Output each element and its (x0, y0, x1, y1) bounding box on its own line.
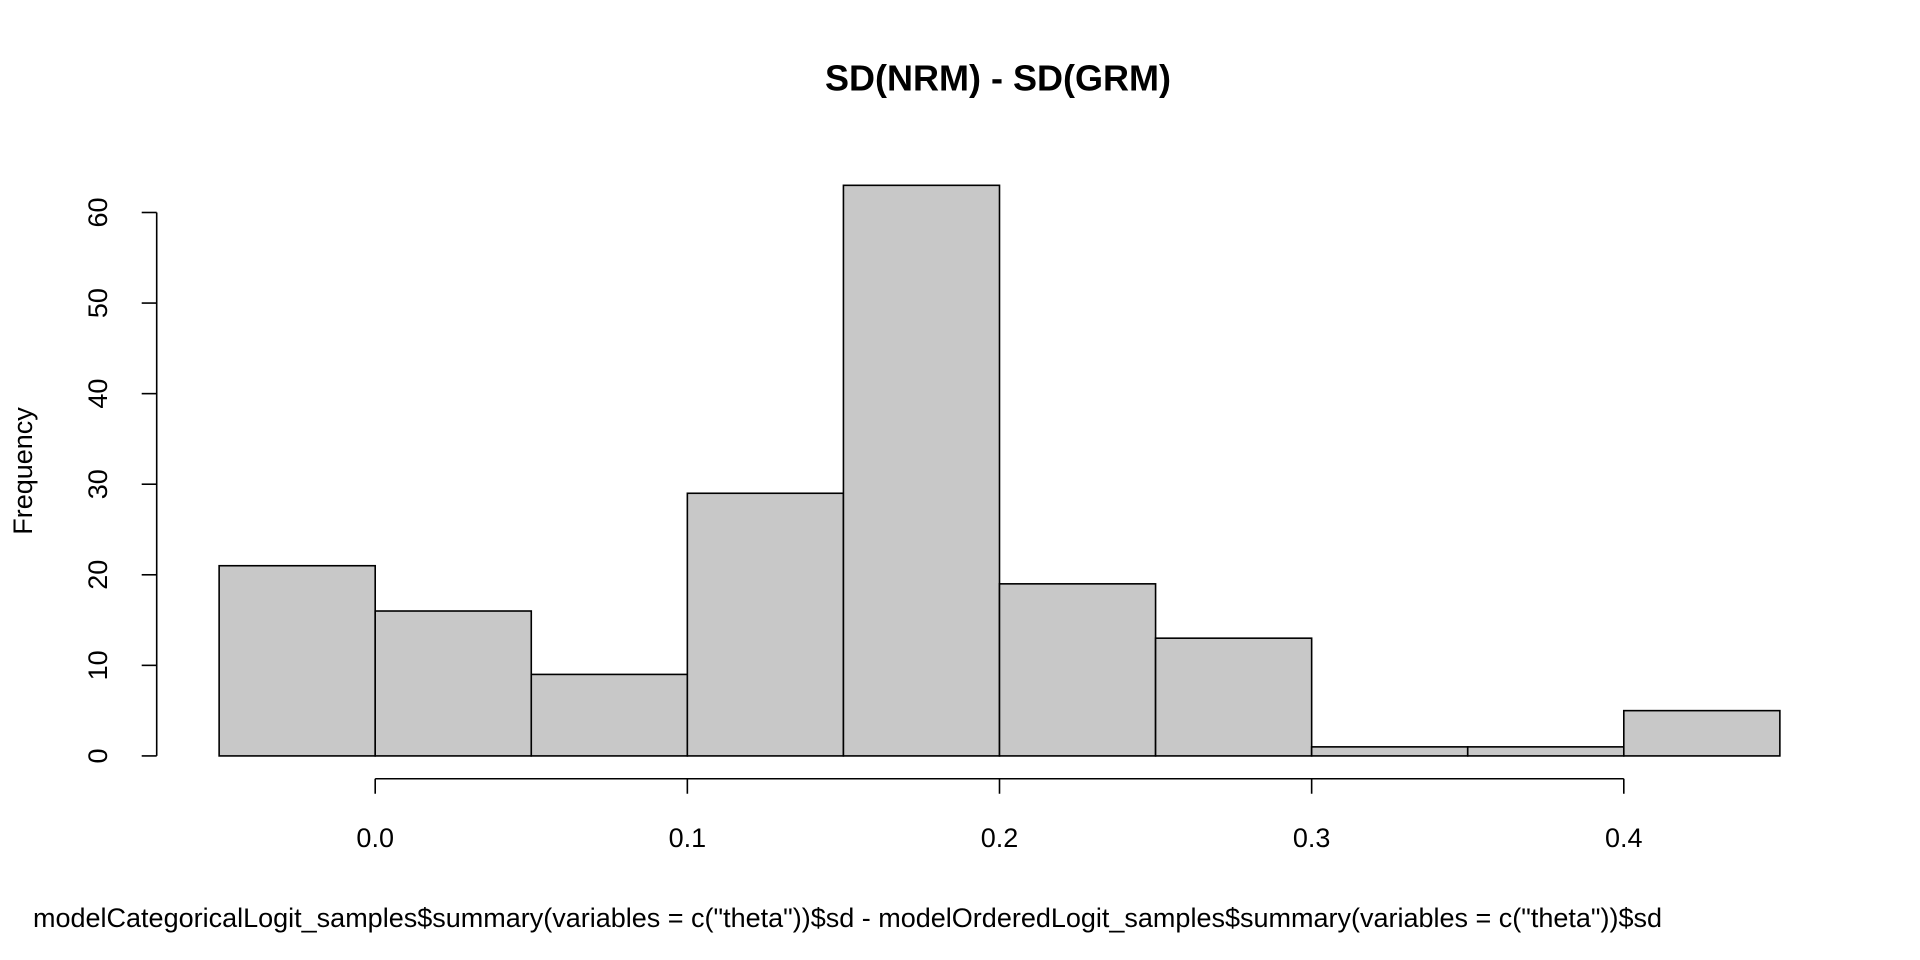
x-tick-label: 0.4 (1605, 823, 1643, 853)
bar (998, 583, 1157, 757)
y-tick-label: 0 (83, 748, 113, 763)
bar (218, 564, 377, 757)
x-axis-label: modelCategoricalLogit_samples$summary(va… (33, 903, 1662, 933)
bar (842, 184, 1001, 757)
y-tick-label: 60 (83, 197, 113, 227)
bar (530, 673, 689, 757)
y-tick-label: 30 (83, 469, 113, 499)
y-axis-label: Frequency (8, 407, 38, 535)
x-tick-label: 0.2 (981, 823, 1019, 853)
y-tick-label: 40 (83, 379, 113, 409)
y-tick-label: 20 (83, 560, 113, 590)
bar (686, 492, 845, 757)
bar (374, 610, 533, 757)
y-tick-label: 50 (83, 288, 113, 318)
chart-title: SD(NRM) - SD(GRM) (825, 58, 1171, 99)
bar (1310, 746, 1469, 757)
bar (1466, 746, 1625, 757)
y-tick-label: 10 (83, 650, 113, 680)
bar (1154, 637, 1313, 757)
x-tick-label: 0.3 (1293, 823, 1331, 853)
x-tick-label: 0.1 (669, 823, 707, 853)
bar (1622, 709, 1781, 757)
x-tick-label: 0.0 (356, 823, 394, 853)
